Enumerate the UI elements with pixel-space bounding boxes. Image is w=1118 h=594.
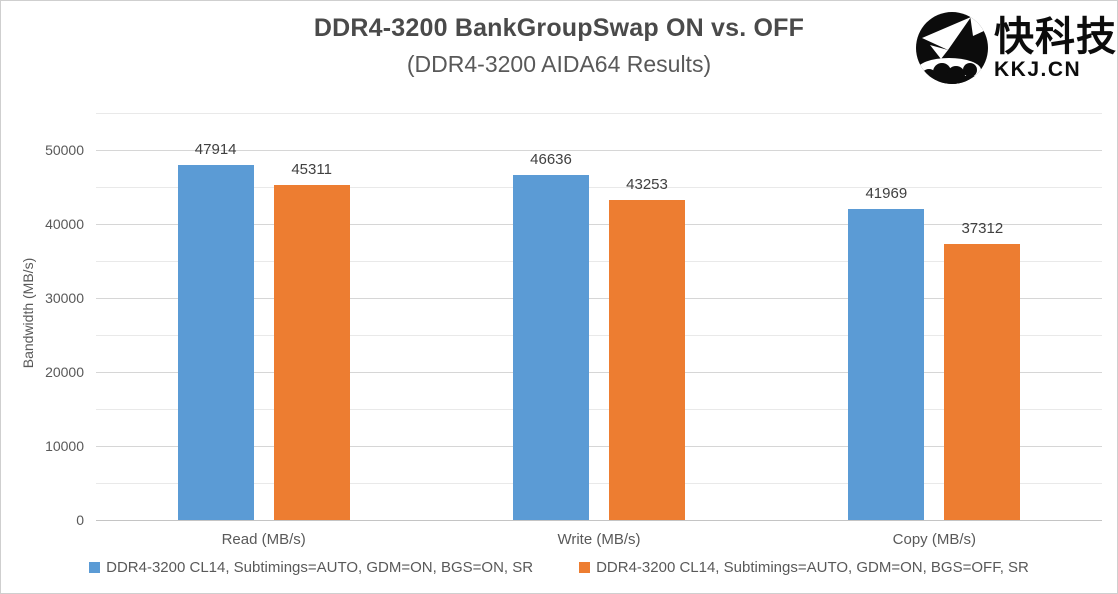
major-gridline xyxy=(96,446,1102,447)
chart-title: DDR4-3200 BankGroupSwap ON vs. OFF xyxy=(313,14,805,42)
bar-write-series2 xyxy=(609,199,685,520)
y-tick-label: 20000 xyxy=(45,364,84,380)
bar-write-series1 xyxy=(513,174,589,520)
bar-copy-series2 xyxy=(944,243,1021,520)
legend-label: DDR4-3200 CL14, Subtimings=AUTO, GDM=ON,… xyxy=(596,559,1029,576)
legend-swatch-icon xyxy=(89,562,101,573)
legend-swatch-icon xyxy=(579,562,591,573)
major-gridline xyxy=(96,298,1102,299)
minor-gridline xyxy=(96,409,1102,410)
kkj-logo: 快科技 KKJ.CN xyxy=(915,8,1117,89)
legend-item-series1: DDR4-3200 CL14, Subtimings=AUTO, GDM=ON,… xyxy=(89,559,533,576)
logo-text: 快科技 KKJ.CN xyxy=(994,17,1117,80)
bar-read-series1 xyxy=(177,165,254,520)
minor-gridline xyxy=(96,483,1102,484)
legend-item-series2: DDR4-3200 CL14, Subtimings=AUTO, GDM=ON,… xyxy=(579,559,1029,576)
minor-gridline xyxy=(96,113,1102,114)
category-label: Write (MB/s) xyxy=(557,531,641,548)
bar-read-series2 xyxy=(273,184,350,520)
category-label: Read (MB/s) xyxy=(221,531,306,548)
chart-subtitle: (DDR4-3200 AIDA64 Results) xyxy=(406,51,712,77)
bar-value-label: 43253 xyxy=(626,175,668,193)
paper-plane-badge-icon xyxy=(915,8,989,89)
y-tick-label: 10000 xyxy=(45,438,84,454)
y-tick-label: 40000 xyxy=(45,216,84,232)
bar-value-label: 45311 xyxy=(291,160,332,178)
logo-domain-text: KKJ.CN xyxy=(994,58,1082,81)
minor-gridline xyxy=(96,261,1102,262)
minor-gridline xyxy=(96,187,1102,188)
bar-copy-series1 xyxy=(848,209,925,520)
y-tick-label: 50000 xyxy=(45,142,84,158)
legend-label: DDR4-3200 CL14, Subtimings=AUTO, GDM=ON,… xyxy=(106,559,534,576)
major-gridline xyxy=(96,150,1102,151)
bar-value-label: 46636 xyxy=(530,150,572,168)
y-tick-label: 0 xyxy=(76,512,84,528)
minor-gridline xyxy=(96,335,1102,336)
major-gridline xyxy=(96,224,1102,225)
major-gridline xyxy=(96,372,1102,373)
logo-cn-text: 快科技 xyxy=(994,15,1117,59)
bar-value-label: 47914 xyxy=(194,141,237,159)
x-axis-line xyxy=(96,520,1102,521)
bar-value-label: 41969 xyxy=(865,185,908,203)
y-axis-title: Bandwidth (MB/s) xyxy=(20,257,36,369)
y-tick-label: 30000 xyxy=(45,290,84,306)
bar-value-label: 37312 xyxy=(961,219,1004,237)
chart-legend: DDR4-3200 CL14, Subtimings=AUTO, GDM=ON,… xyxy=(1,559,1117,576)
category-label: Copy (MB/s) xyxy=(892,531,976,548)
